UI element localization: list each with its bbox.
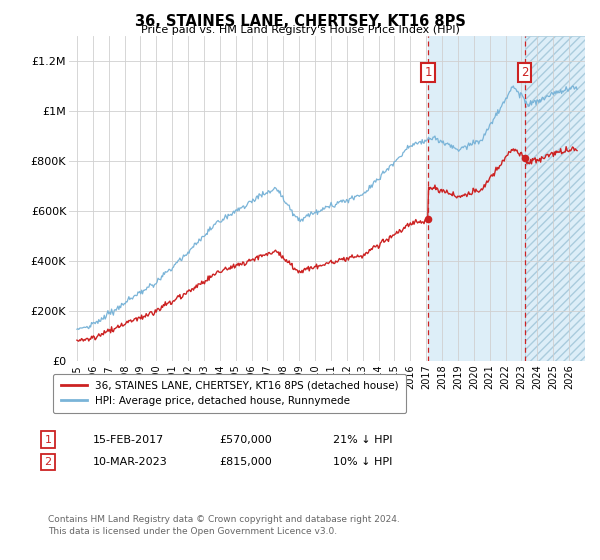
Text: 2: 2 xyxy=(44,457,52,467)
Text: 10% ↓ HPI: 10% ↓ HPI xyxy=(333,457,392,467)
Text: £815,000: £815,000 xyxy=(219,457,272,467)
Bar xyxy=(524,36,585,361)
Text: Contains HM Land Registry data © Crown copyright and database right 2024.
This d: Contains HM Land Registry data © Crown c… xyxy=(48,515,400,536)
Text: 1: 1 xyxy=(424,66,432,78)
Bar xyxy=(428,36,524,361)
Legend: 36, STAINES LANE, CHERTSEY, KT16 8PS (detached house), HPI: Average price, detac: 36, STAINES LANE, CHERTSEY, KT16 8PS (de… xyxy=(53,374,406,413)
Text: £570,000: £570,000 xyxy=(219,435,272,445)
Bar xyxy=(524,36,585,361)
Text: 1: 1 xyxy=(44,435,52,445)
Text: 21% ↓ HPI: 21% ↓ HPI xyxy=(333,435,392,445)
Text: 2: 2 xyxy=(521,66,528,78)
Text: 36, STAINES LANE, CHERTSEY, KT16 8PS: 36, STAINES LANE, CHERTSEY, KT16 8PS xyxy=(134,14,466,29)
Text: Price paid vs. HM Land Registry's House Price Index (HPI): Price paid vs. HM Land Registry's House … xyxy=(140,25,460,35)
Text: 15-FEB-2017: 15-FEB-2017 xyxy=(93,435,164,445)
Text: 10-MAR-2023: 10-MAR-2023 xyxy=(93,457,168,467)
